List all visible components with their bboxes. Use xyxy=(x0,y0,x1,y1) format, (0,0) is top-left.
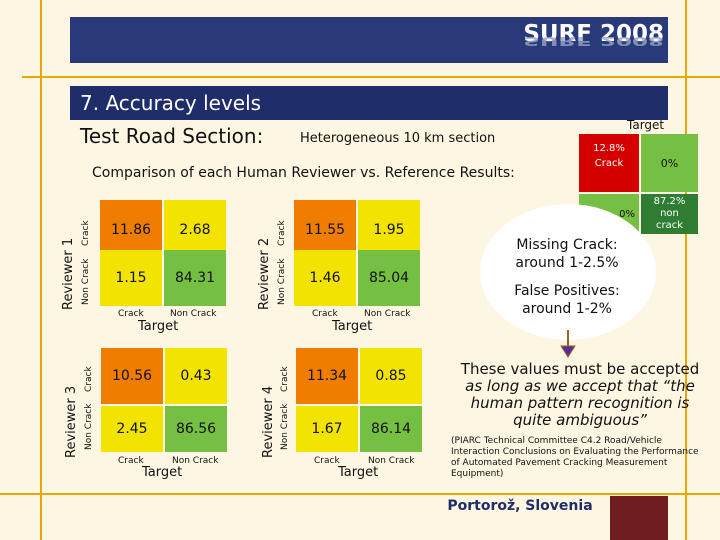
notes-ellipse xyxy=(480,204,656,340)
reviewer-3-cell-tn: 86.56 xyxy=(165,406,227,452)
reviewer-4-cell-tp: 11.34 xyxy=(296,348,358,404)
reviewer-2-cell-tn: 85.04 xyxy=(358,250,420,306)
target-cell-crack: 12.8% Crack xyxy=(579,134,639,192)
target-non-crack-label2: crack xyxy=(655,220,684,231)
missing-crack-note: Missing Crack: around 1-2.5% xyxy=(515,237,619,271)
reviewer-4-cell-tn: 86.14 xyxy=(360,406,422,452)
reviewer-1-label: Reviewer 1 xyxy=(61,237,76,310)
reviewer-4-row-non-crack: Non Crack xyxy=(280,403,290,450)
reviewer-2-row-non-crack: Non Crack xyxy=(277,258,287,305)
reviewer-2-label: Reviewer 2 xyxy=(257,237,272,310)
reviewer-1-row-non-crack: Non Crack xyxy=(81,258,91,305)
reviewer-4-cell-fp: 1.67 xyxy=(296,406,358,452)
section-title-bar xyxy=(70,86,668,120)
frame-line-left xyxy=(40,0,42,540)
conclusion-text: These values must be accepted as long as… xyxy=(446,361,714,429)
logo-text: SURF 2008 xyxy=(523,21,664,47)
target-crack-label: Crack xyxy=(594,158,624,169)
conclusion-line-3: human pattern recognition is xyxy=(470,394,690,412)
target-crack-value: 12.8% xyxy=(593,143,625,154)
reviewer-1-cell-fp: 1.15 xyxy=(100,250,162,306)
conclusion-line-4: quite ambiguous” xyxy=(513,411,647,429)
conclusion-line-2: as long as we accept that “the xyxy=(465,377,695,395)
footer-accent xyxy=(610,496,668,540)
conclusion-line-1: These values must be accepted xyxy=(460,360,700,378)
target-box: Target 12.8% Crack 0% 0% 87.2% non crack xyxy=(577,118,699,238)
reviewer-3-label: Reviewer 3 xyxy=(64,385,79,458)
reviewer-3-row-crack: Crack xyxy=(84,366,94,392)
target-cell-non-crack: 87.2% non crack xyxy=(641,194,698,234)
reviewer-3-col-non-crack: Non Crack xyxy=(172,456,219,466)
reviewer-3-row-non-crack: Non Crack xyxy=(84,403,94,450)
frame-line-right xyxy=(685,0,687,540)
comparison-heading: Comparison of each Human Reviewer vs. Re… xyxy=(92,165,515,181)
reviewer-4-col-non-crack: Non Crack xyxy=(368,456,415,466)
reviewer-4-label: Reviewer 4 xyxy=(261,385,276,458)
reviewer-3-col-crack: Crack xyxy=(118,456,144,466)
reviewer-3-cell-fp: 2.45 xyxy=(101,406,163,452)
reviewer-4-target: Target xyxy=(338,465,379,480)
reviewer-2-col-non-crack: Non Crack xyxy=(364,309,411,319)
frame-line-bottom xyxy=(0,493,720,495)
target-cell-missing: 0% xyxy=(641,134,698,192)
page-subtitle: Heterogeneous 10 km section xyxy=(300,131,496,146)
reviewer-2-target: Target xyxy=(332,319,373,334)
reviewer-1-col-non-crack: Non Crack xyxy=(170,309,217,319)
reviewer-3-cell-fn: 0.43 xyxy=(165,348,227,404)
reviewer-3-target: Target xyxy=(142,465,183,480)
reviewer-2-cell-fp: 1.46 xyxy=(294,250,356,306)
reviewer-4-col-crack: Crack xyxy=(314,456,340,466)
logo: SURF 2008 SURF 2008 xyxy=(520,22,670,62)
reviewer-3-cell-tp: 10.56 xyxy=(101,348,163,404)
reviewer-1-row-crack: Crack xyxy=(81,220,91,246)
reviewer-1-col-crack: Crack xyxy=(118,309,144,319)
footer-location: Portorož, Slovenia xyxy=(447,498,593,514)
page-title: Test Road Section: xyxy=(80,124,264,148)
reviewer-2-col-crack: Crack xyxy=(312,309,338,319)
reviewer-4-cell-fn: 0.85 xyxy=(360,348,422,404)
reviewer-2-row-crack: Crack xyxy=(277,220,287,246)
false-positives-note: False Positives: around 1-2% xyxy=(514,283,620,317)
header-bar xyxy=(70,17,668,63)
section-title: 7. Accuracy levels xyxy=(80,91,262,115)
target-non-crack-value: 87.2% xyxy=(653,196,686,207)
down-arrow-icon xyxy=(560,330,576,358)
target-non-crack-label1: non xyxy=(660,208,679,219)
frame-line-top xyxy=(22,76,720,78)
reviewer-1-cell-tn: 84.31 xyxy=(164,250,226,306)
reviewer-1-target: Target xyxy=(138,319,179,334)
logo-reflection: SURF 2008 xyxy=(523,33,664,49)
reviewer-4-row-crack: Crack xyxy=(280,366,290,392)
citation: (PIARC Technical Committee C4.2 Road/Veh… xyxy=(451,436,699,479)
target-box-label: Target xyxy=(627,118,665,132)
